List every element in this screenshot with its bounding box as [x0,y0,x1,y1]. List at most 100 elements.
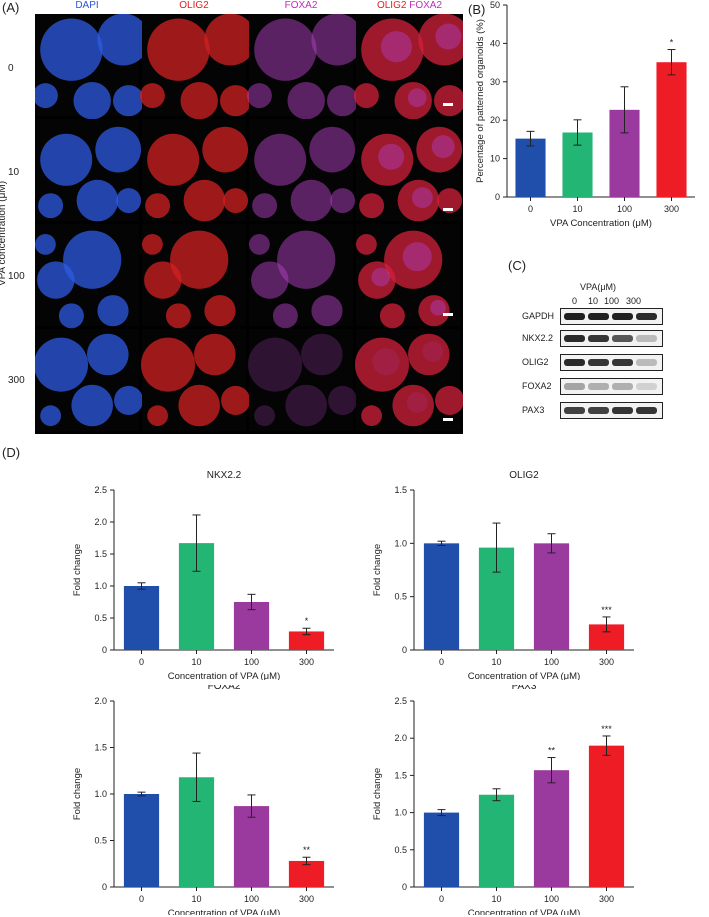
organoid [142,234,163,255]
organoid [147,18,210,81]
error-bar [620,86,629,134]
y-tick-label: 0.5 [394,845,407,855]
organoid [394,81,432,120]
error-bar [547,533,556,554]
y-tick-label: 1.0 [394,538,407,548]
channel-label: FOXA2 [284,0,318,11]
x-tick-label: 0 [139,894,144,904]
band [612,335,633,342]
chart-title: OLIG2 [509,470,539,481]
organoid [114,385,144,415]
organoid [97,295,129,327]
y-tick-label: 0 [102,645,107,655]
organoid [147,133,200,186]
organoid [194,333,236,376]
vpa-axis-label: VPA concentration (μM) [0,180,9,287]
organoid [435,385,465,415]
organoid [183,179,226,222]
band-label: NKX2.2 [522,333,554,343]
error-bar [667,49,676,76]
row-label: 10 [8,167,20,178]
x-tick-label: 10 [572,204,582,214]
significance-marker: ** [548,746,556,756]
error-bar [547,757,556,784]
bar [515,138,546,197]
organoid [202,126,249,173]
significance-marker: *** [601,724,612,734]
band-label: PAX3 [522,405,545,415]
organoid [252,193,278,219]
y-tick-label: 20 [490,115,500,125]
organoid [180,81,218,120]
bar [423,543,460,650]
y-tick-label: 2.5 [394,696,407,706]
x-tick-label: 0 [139,657,144,667]
organoid [204,295,236,327]
bar [288,631,325,650]
organoid [38,193,64,219]
y-tick-label: 0.5 [94,613,107,623]
organoid [139,83,165,109]
organoid [170,230,229,289]
y-axis-label: Fold change [72,544,83,596]
x-tick-label: 0 [439,657,444,667]
organoid [272,303,298,329]
organoid [249,234,270,255]
bar [233,806,270,887]
microscopy-tile [33,329,144,431]
microscopy-tile [249,224,353,329]
organoid [361,18,424,81]
x-tick-label: 100 [244,894,259,904]
panel-label-c: (C) [508,258,527,273]
band-strip [560,354,663,371]
organoid [178,384,220,427]
organoid [251,261,289,299]
column-header-merge: OLIG2 FOXA2 [356,0,463,11]
column-header-dapi: DAPI [35,0,139,11]
organoid [37,261,75,299]
organoid [40,405,61,427]
y-tick-label: 0 [402,882,407,892]
band [612,313,633,320]
band [564,359,585,366]
y-tick-label: 2.0 [94,696,107,706]
x-tick-label: 300 [599,657,614,667]
microscopy-tile [356,119,463,222]
y-tick-label: 50 [490,0,500,10]
chart-pax3: PAX3 0 0.5 1.0 1.5 2.0 2.5 0 10 100 ** 300 *** Concen… [372,685,634,915]
error-bar [492,522,501,573]
error-bar [602,616,611,633]
lane-label: 10 [588,296,599,306]
microscopy-tile [140,329,251,431]
band [588,359,609,366]
band [588,407,609,414]
organoid [353,83,379,109]
panel-label-d: (D) [2,445,21,460]
organoid [290,179,333,222]
chart-nkx22: NKX2.2 0 0.5 1.0 1.5 2.0 2.5 0 10 100 300 * Concentr… [72,470,334,680]
y-tick-label: 0.5 [94,836,107,846]
organoid [147,405,168,427]
error-bar [573,119,582,146]
scale-bar [443,418,453,421]
x-tick-label: 300 [664,204,679,214]
organoid [113,85,145,117]
y-tick-label: 1.0 [394,808,407,818]
organoid [40,133,93,186]
x-tick-label: 100 [617,204,632,214]
band [588,335,609,342]
band [636,383,657,390]
y-tick-label: 10 [490,154,500,164]
x-tick-label: 10 [191,657,201,667]
error-bar [247,794,256,818]
organoid [97,13,150,66]
bar [123,586,160,650]
lane-label: 0 [572,296,578,306]
error-bar [137,582,146,590]
organoid [254,18,317,81]
band-label: GAPDH [522,311,555,321]
y-tick-label: 2.0 [94,517,107,527]
band [564,383,585,390]
x-axis-label: Concentration of VPA (μM) [168,671,280,680]
organoid [311,295,343,327]
